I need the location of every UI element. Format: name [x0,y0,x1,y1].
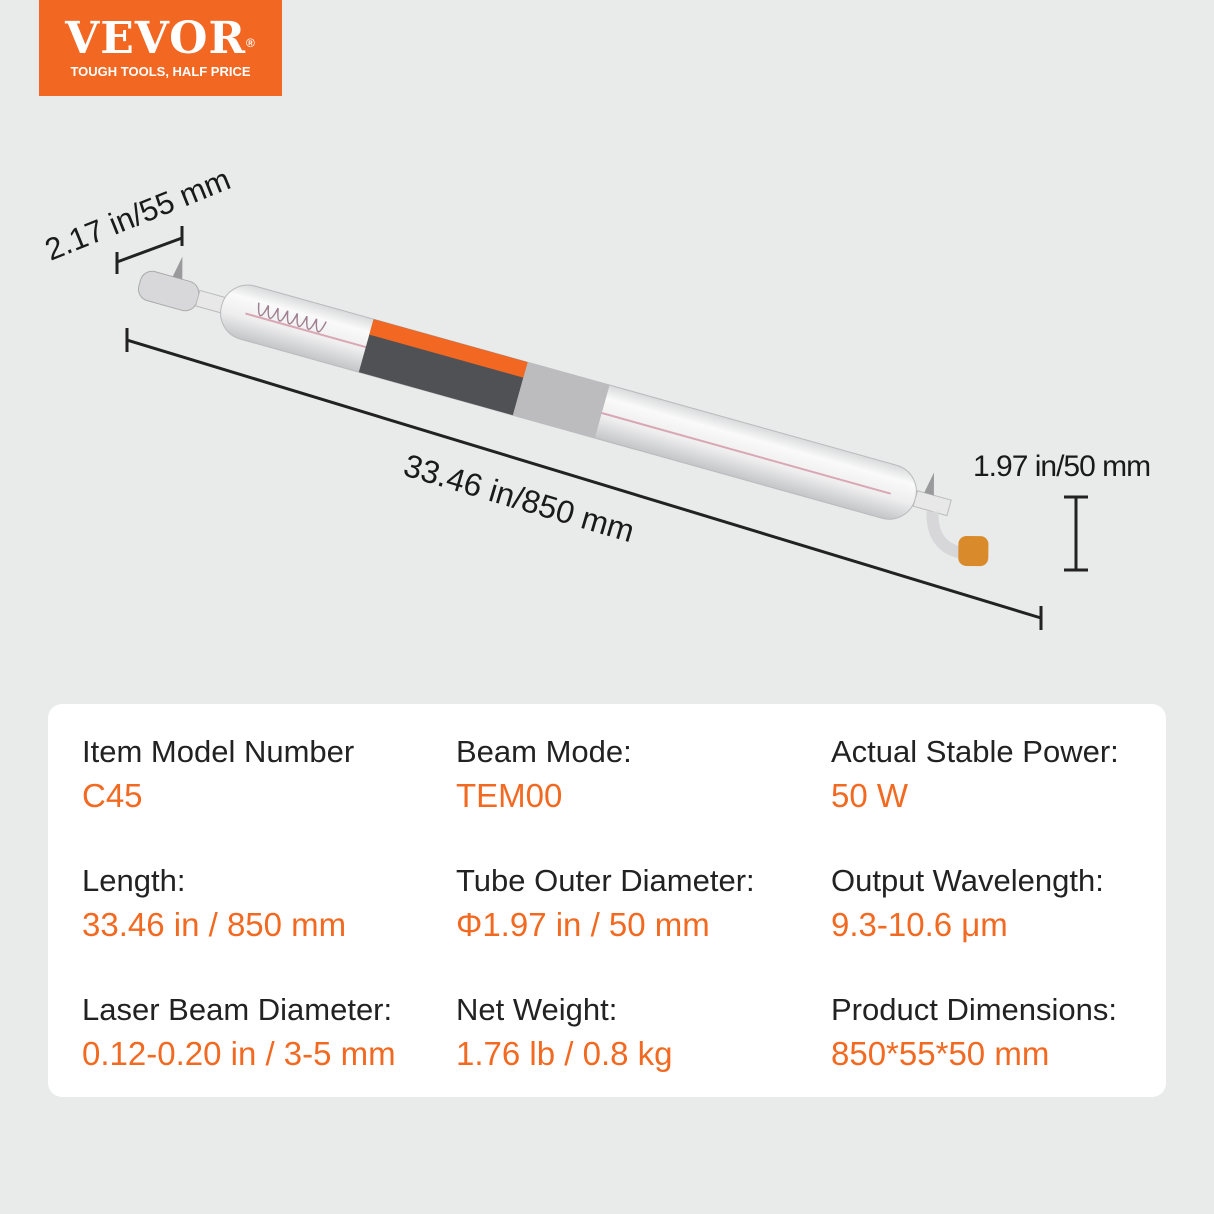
spec-beam-mode: Beam Mode: TEM00 [456,734,632,816]
vevor-logo: VEVOR® TOUGH TOOLS, HALF PRICE [39,0,282,96]
spec-label: Laser Beam Diameter: [82,992,393,1027]
spec-label: Actual Stable Power: [831,734,1119,769]
spec-value: Φ1.97 in / 50 mm [456,906,710,943]
spec-net-weight: Net Weight: 1.76 lb / 0.8 kg [456,992,672,1074]
spec-wavelength: Output Wavelength: 9.3-10.6 μm [831,863,1104,945]
spec-label: Tube Outer Diameter: [456,863,755,898]
spec-model-number: Item Model Number C45 [82,734,354,816]
specs-card: Item Model Number C45 Beam Mode: TEM00 Act… [48,704,1166,1097]
laser-tube [137,256,989,567]
logo-tagline: TOUGH TOOLS, HALF PRICE [70,64,251,79]
spec-power: Actual Stable Power: 50 W [831,734,1119,816]
spec-length: Length: 33.46 in / 850 mm [82,863,346,945]
spec-label: Length: [82,863,186,898]
diameter-dimension-label: 1.97 in/50 mm [973,450,1151,483]
spec-label: Beam Mode: [456,734,632,769]
logo-brand: VEVOR® [65,13,256,64]
spec-beam-diameter: Laser Beam Diameter: 0.12-0.20 in / 3-5 m… [82,992,396,1074]
width-dimension-line [115,226,184,274]
spec-value: 9.3-10.6 μm [831,906,1008,943]
spec-value: 850*55*50 mm [831,1035,1050,1072]
spec-product-dimensions: Product Dimensions: 850*55*50 mm [831,992,1117,1074]
spec-outer-diameter: Tube Outer Diameter: Φ1.97 in / 50 mm [456,863,755,945]
spec-value: C45 [82,777,143,814]
spec-value: TEM00 [456,777,563,814]
spec-label: Net Weight: [456,992,618,1027]
spec-value: 50 W [831,777,909,814]
spec-value: 0.12-0.20 in / 3-5 mm [82,1035,396,1072]
spec-label: Item Model Number [82,734,355,769]
spec-value: 33.46 in / 850 mm [82,906,347,943]
laser-tube-illustration [115,226,1088,630]
spec-label: Product Dimensions: [831,992,1118,1027]
spec-label: Output Wavelength: [831,863,1104,898]
spec-value: 1.76 lb / 0.8 kg [456,1035,673,1072]
length-dimension-line [125,328,1043,630]
diameter-dimension-line [1064,495,1088,572]
